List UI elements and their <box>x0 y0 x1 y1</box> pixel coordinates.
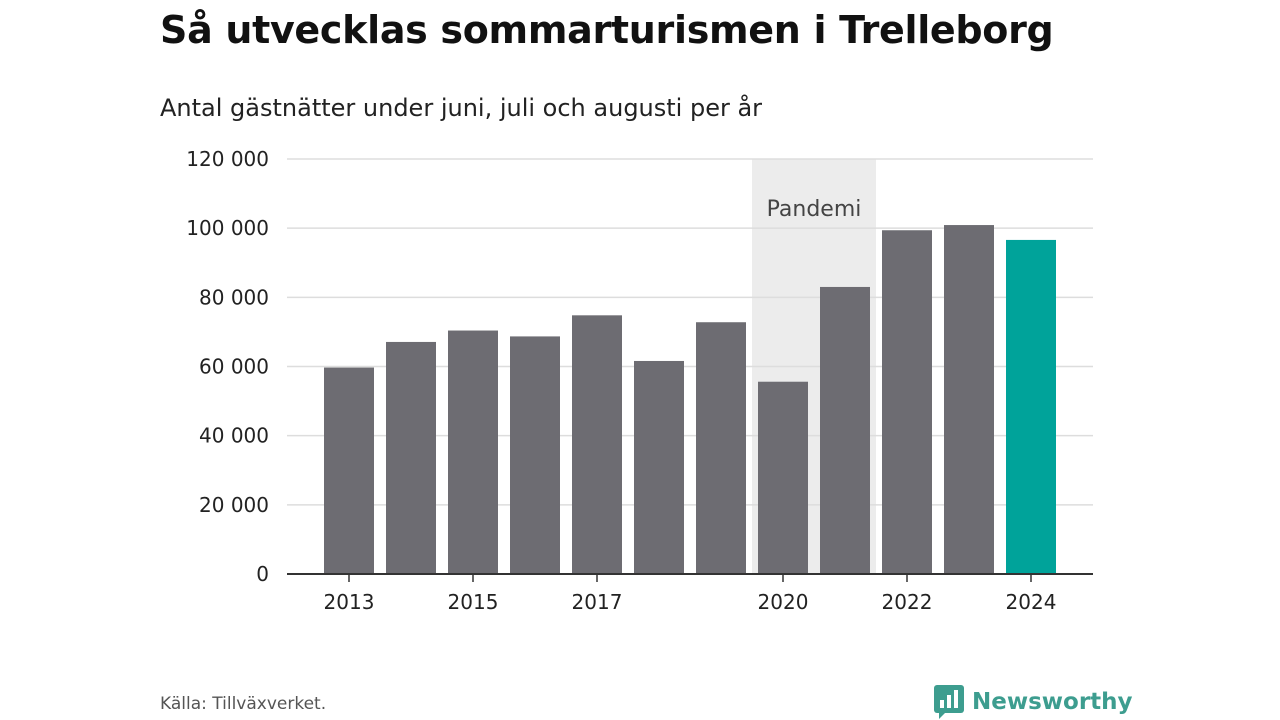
y-tick-label: 20 000 <box>199 493 269 517</box>
bar-chart: Pandemi 0 20 000 40 000 60 000 80 000 100 000… <box>186 147 1093 614</box>
x-tick-label: 2020 <box>758 590 809 614</box>
chart-title: Så utvecklas sommarturismen i Trelleborg <box>160 8 1054 52</box>
y-tick-label: 0 <box>256 562 269 586</box>
bar-2015 <box>448 330 498 574</box>
brand-logo: Newsworthy <box>934 684 1133 720</box>
newsworthy-logo-icon <box>934 685 964 719</box>
y-tick-label: 100 000 <box>186 216 269 240</box>
y-tick-label: 80 000 <box>199 285 269 309</box>
bar-2020 <box>758 381 808 574</box>
x-tick-label: 2024 <box>1006 590 1057 614</box>
bar-2018 <box>634 360 684 574</box>
x-tick-label: 2017 <box>572 590 623 614</box>
y-tick-label: 40 000 <box>199 424 269 448</box>
bar-2023 <box>944 225 994 574</box>
y-tick-label: 120 000 <box>186 147 269 171</box>
brand-name: Newsworthy <box>972 689 1133 715</box>
bar-2021 <box>820 286 870 574</box>
x-tick-label: 2015 <box>448 590 499 614</box>
bar-2013 <box>324 367 374 574</box>
chart-subtitle: Antal gästnätter under juni, juli och au… <box>160 94 763 122</box>
bar-2024 <box>1006 239 1056 575</box>
bar-2016 <box>510 336 560 574</box>
bar-2017 <box>572 315 622 574</box>
y-tick-label: 60 000 <box>199 355 269 379</box>
source-note: Källa: Tillväxverket. <box>160 694 327 714</box>
bar-2022 <box>882 230 932 574</box>
pandemic-label: Pandemi <box>767 197 862 222</box>
bar-2019 <box>696 322 746 574</box>
bar-2014 <box>386 341 436 574</box>
x-tick-label: 2022 <box>882 590 933 614</box>
x-tick-label: 2013 <box>324 590 375 614</box>
